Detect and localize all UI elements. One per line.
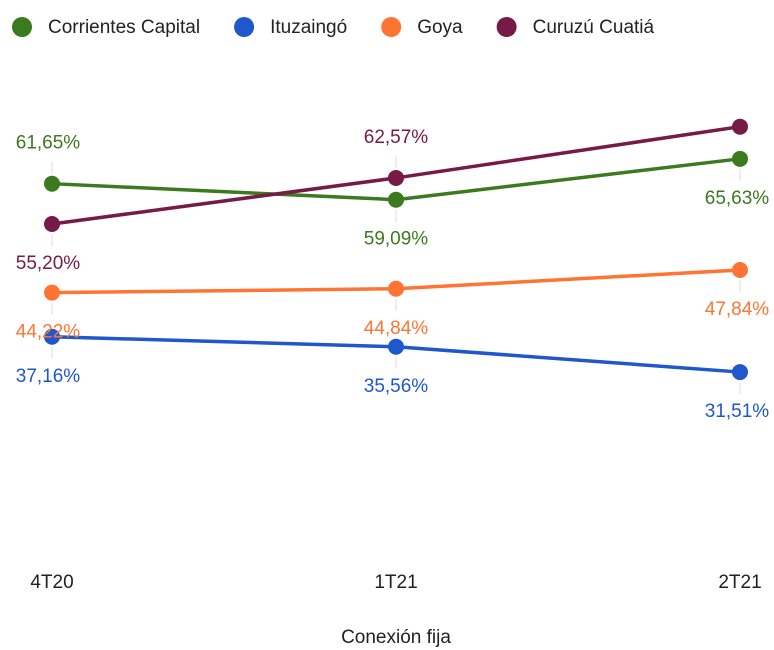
data-label: 62,57% — [364, 127, 429, 148]
legend-swatch — [234, 17, 255, 37]
data-label: 37,16% — [16, 366, 81, 387]
data-point — [732, 364, 748, 381]
x-tick-label: 2T21 — [718, 572, 761, 593]
data-point — [732, 118, 748, 135]
data-point — [732, 150, 748, 167]
data-point — [388, 280, 404, 297]
data-point — [732, 262, 748, 278]
legend-swatch — [496, 17, 517, 37]
data-label: 59,09% — [364, 229, 429, 250]
data-label: 61,65% — [16, 133, 81, 154]
legend-label: Goya — [417, 17, 463, 38]
x-axis-title: Conexión fija — [341, 627, 451, 648]
data-point — [44, 175, 60, 192]
data-point — [44, 328, 60, 345]
data-point — [44, 216, 60, 232]
data-point — [388, 191, 404, 208]
data-label: 35,56% — [364, 376, 429, 397]
data-point — [388, 338, 404, 355]
data-label: 44,84% — [364, 318, 429, 339]
x-tick-label: 4T20 — [30, 572, 73, 593]
legend-label: Curuzú Cuatiá — [533, 17, 655, 38]
data-label: 65,63% — [705, 188, 770, 209]
data-label: 55,20% — [16, 253, 81, 274]
legend-label: Ituzaingó — [270, 17, 347, 38]
legend-swatch — [381, 17, 402, 37]
legend-swatch — [12, 17, 32, 37]
x-tick-label: 1T21 — [374, 572, 417, 593]
data-point — [388, 169, 404, 186]
data-point — [44, 284, 60, 301]
data-label: 44,22% — [16, 322, 81, 343]
legend-label: Corrientes Capital — [48, 17, 200, 38]
data-label: 47,84% — [705, 299, 770, 320]
data-label: 31,51% — [705, 401, 770, 422]
